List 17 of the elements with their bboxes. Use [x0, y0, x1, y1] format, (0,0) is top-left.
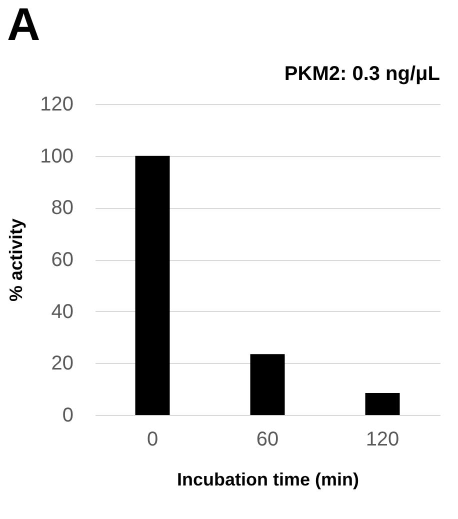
bar — [250, 354, 285, 415]
y-tick-label: 120 — [40, 94, 74, 116]
y-tick-label: 80 — [51, 197, 74, 220]
x-axis-title: Incubation time (min) — [177, 470, 359, 490]
y-tick-label: 40 — [51, 300, 74, 323]
x-tick-label: 0 — [146, 428, 158, 450]
bar — [135, 156, 170, 415]
y-tick-label: 20 — [51, 352, 74, 375]
y-tick-label: 100 — [40, 145, 74, 168]
x-tick-label: 60 — [256, 428, 279, 450]
chart-title: PKM2: 0.3 ng/μL — [284, 63, 440, 85]
y-tick-label: 0 — [62, 404, 74, 426]
y-axis-title: % activity — [6, 218, 26, 302]
x-tick-label: 120 — [366, 428, 400, 450]
bar — [365, 392, 400, 415]
y-tick-label: 60 — [51, 249, 74, 271]
text: A — [7, 0, 40, 50]
